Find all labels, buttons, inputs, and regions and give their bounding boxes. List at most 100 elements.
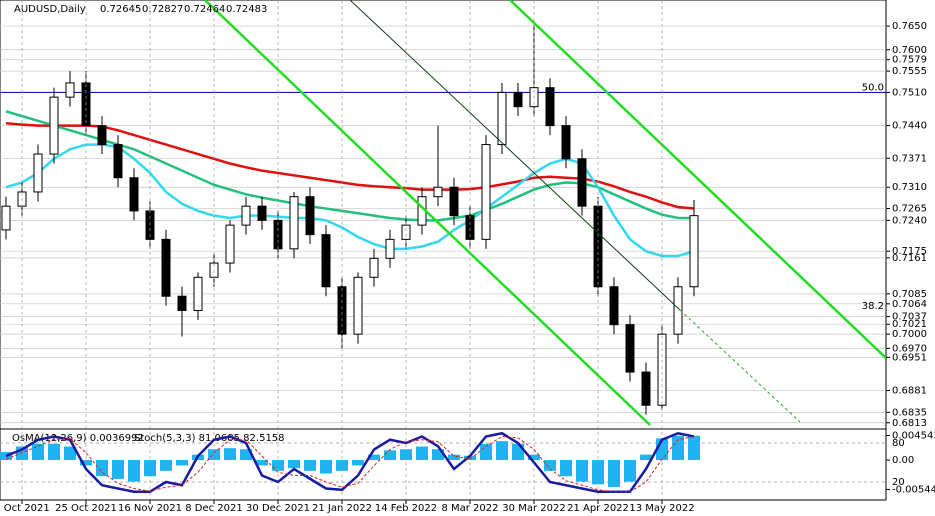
bar <box>64 446 76 461</box>
candle-body <box>385 238 395 259</box>
bar <box>272 460 284 471</box>
osc-subtitle: Stoch(5,3,3) 81.0685 82.5158 <box>134 433 285 444</box>
channel-line <box>204 0 651 426</box>
y-tick-label: 0.7021 <box>892 319 927 330</box>
bar <box>672 435 684 461</box>
y-tick-label: 0.7085 <box>892 289 927 300</box>
candle-body <box>353 276 363 335</box>
x-tick-label: 16 Nov 2021 <box>118 503 182 514</box>
candle-body <box>113 144 123 179</box>
y-tick-label: 0.7650 <box>892 21 927 32</box>
bar <box>320 460 332 474</box>
header-value: 0.72483 <box>226 4 267 15</box>
candle-body <box>609 286 619 326</box>
bar <box>576 460 588 482</box>
x-tick-label: 1 Oct 2021 <box>0 503 50 514</box>
candle-body <box>545 87 555 127</box>
y-tick-label: 0.7175 <box>892 246 927 257</box>
x-tick-label: 21 Apr 2022 <box>567 503 629 514</box>
y-tick-label: 0.7600 <box>892 45 927 56</box>
bar <box>528 454 540 461</box>
candle-body <box>49 96 59 155</box>
bar <box>432 449 444 461</box>
candle-body <box>465 215 475 240</box>
bar <box>32 443 44 461</box>
y-tick-label: 0.7555 <box>892 66 927 77</box>
channel-line <box>509 0 886 359</box>
candle-body <box>65 82 75 98</box>
candle-body <box>369 257 379 278</box>
bar <box>336 460 348 471</box>
candle-body <box>257 205 267 221</box>
x-tick-label: 21 Jan 2022 <box>312 503 372 514</box>
candle-body <box>305 196 315 236</box>
bar <box>224 448 236 461</box>
osc-title: OsMA(12,26,9) 0.0036992 <box>12 433 144 444</box>
bar <box>368 454 380 461</box>
bar <box>480 443 492 461</box>
candle-body <box>129 177 139 212</box>
y-tick-label: 0.7037 <box>892 312 927 323</box>
x-tick-label: 8 Mar 2022 <box>441 503 498 514</box>
bar <box>304 460 316 471</box>
candle-body <box>641 371 651 406</box>
y-tick-label: 0.0045431 <box>892 430 935 441</box>
x-tick-label: 8 Dec 2021 <box>185 503 243 514</box>
y2-tick-label: 20 <box>892 477 905 488</box>
trend-line <box>349 0 681 311</box>
candle-body <box>241 205 251 226</box>
bar <box>608 460 620 488</box>
candle-body <box>449 186 459 217</box>
frame <box>0 0 887 501</box>
y-tick-label: 0.6970 <box>892 343 927 354</box>
y-tick-label: 0.7265 <box>892 204 927 215</box>
y-tick-label: 0.7240 <box>892 215 927 226</box>
y-tick-label: 0.7000 <box>892 329 927 340</box>
bar <box>560 460 572 477</box>
y-tick-label: 0.7161 <box>892 253 927 264</box>
y-tick-label: 0.7579 <box>892 55 927 66</box>
bar <box>688 435 700 461</box>
x-tick-label: 30 Dec 2021 <box>246 503 310 514</box>
y-tick-label: 0.7310 <box>892 182 927 193</box>
series-line <box>5 435 695 493</box>
main-plot <box>0 21 886 424</box>
candle-body <box>33 153 43 193</box>
bar <box>256 460 268 466</box>
bar <box>496 441 508 461</box>
y-tick-label: 0.6951 <box>892 352 927 363</box>
bar <box>96 460 108 477</box>
bar <box>112 460 124 479</box>
y-tick-label: 0.6881 <box>892 386 927 397</box>
bar <box>128 460 140 482</box>
candle-body <box>689 215 699 288</box>
level-label: 50.0 <box>862 82 884 93</box>
candle-body <box>401 224 411 240</box>
candle-body <box>497 91 507 146</box>
bar <box>592 460 604 485</box>
y-tick-label: 0.7510 <box>892 87 927 98</box>
y-tick-label: 0.6835 <box>892 407 927 418</box>
bar <box>48 443 60 461</box>
bar <box>240 449 252 461</box>
candle-body <box>673 286 683 335</box>
y-tick-label: 0.6813 <box>892 418 927 429</box>
x-tick-label: 13 May 2022 <box>629 503 694 514</box>
bar <box>208 449 220 461</box>
bar <box>384 450 396 461</box>
bar <box>288 460 300 469</box>
candle-body <box>337 286 347 335</box>
y2-tick-label: 80 <box>892 438 905 449</box>
bar <box>144 460 156 477</box>
candle-body <box>577 158 587 207</box>
candle-body <box>225 224 235 264</box>
bar <box>624 460 636 482</box>
candle-body <box>561 125 571 160</box>
trend-lines <box>204 0 886 426</box>
candle-body <box>177 295 187 311</box>
x-tick-label: 30 Mar 2022 <box>502 503 565 514</box>
bar <box>640 454 652 461</box>
y-tick-label: 0.7371 <box>892 153 927 164</box>
header-value: 0.72464 <box>184 4 225 15</box>
candle-body <box>97 125 107 146</box>
